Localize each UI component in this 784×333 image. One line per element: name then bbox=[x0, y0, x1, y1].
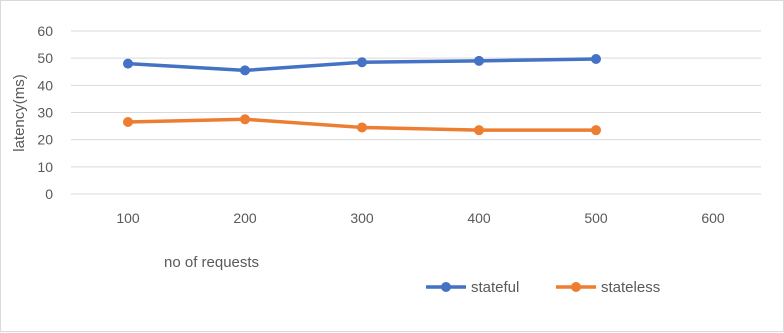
data-point-stateful bbox=[123, 58, 133, 69]
data-point-stateful bbox=[474, 55, 484, 66]
data-point-stateful bbox=[357, 57, 367, 68]
gridlines bbox=[71, 30, 761, 195]
x-tick-label: 300 bbox=[350, 210, 374, 226]
x-tick-label: 200 bbox=[233, 210, 257, 226]
x-axis-label: no of requests bbox=[164, 254, 259, 271]
data-point-stateful bbox=[240, 65, 250, 76]
legend: stateful stateless bbox=[426, 279, 660, 296]
y-tick-label: 30 bbox=[37, 105, 53, 121]
data-point-stateless bbox=[123, 117, 133, 128]
series-lines bbox=[123, 53, 601, 136]
y-axis-label: latency(ms) bbox=[11, 74, 28, 152]
y-tick-label: 40 bbox=[37, 77, 53, 93]
data-point-stateful bbox=[591, 53, 601, 64]
legend-marker-stateful bbox=[441, 282, 451, 292]
legend-label-stateless: stateless bbox=[601, 279, 660, 296]
x-tick-labels: 100 200 300 400 500 600 bbox=[116, 210, 725, 226]
data-point-stateless bbox=[474, 125, 484, 136]
x-tick-label: 600 bbox=[701, 210, 725, 226]
legend-label-stateful: stateful bbox=[471, 279, 519, 296]
y-tick-labels: 0 10 20 30 40 50 60 bbox=[37, 23, 53, 202]
y-tick-label: 10 bbox=[37, 159, 53, 175]
y-tick-label: 60 bbox=[37, 23, 53, 39]
data-point-stateless bbox=[591, 125, 601, 136]
y-tick-label: 50 bbox=[37, 50, 53, 66]
legend-marker-stateless bbox=[571, 282, 581, 292]
data-point-stateless bbox=[357, 122, 367, 133]
x-tick-label: 400 bbox=[467, 210, 491, 226]
y-tick-label: 20 bbox=[37, 132, 53, 148]
data-point-stateless bbox=[240, 114, 250, 125]
x-tick-label: 500 bbox=[584, 210, 608, 226]
y-tick-label: 0 bbox=[45, 186, 53, 202]
x-tick-label: 100 bbox=[116, 210, 140, 226]
